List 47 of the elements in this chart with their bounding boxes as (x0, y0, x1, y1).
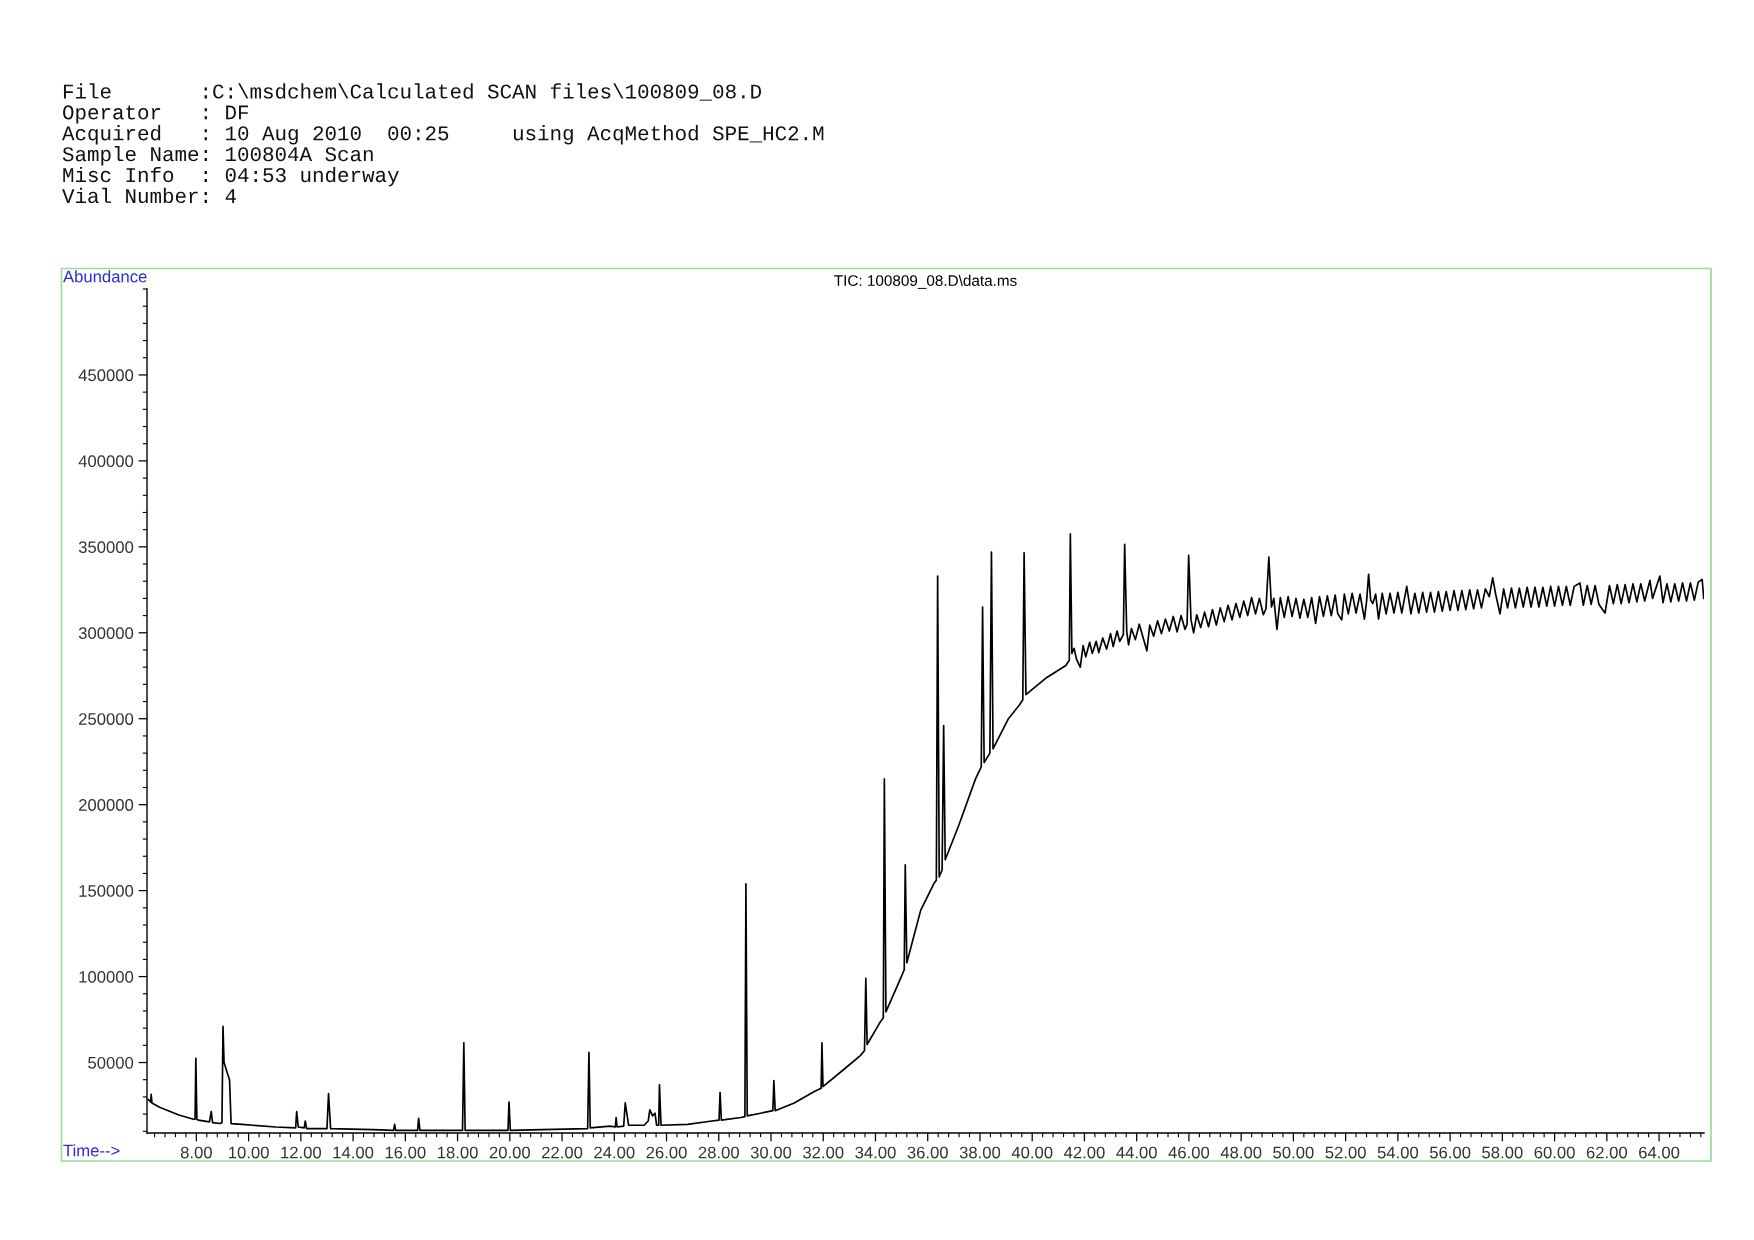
y-tick-label: 300000 (78, 627, 134, 639)
y-tick-label: 50000 (88, 1056, 134, 1069)
y-tick-label: 100000 (79, 970, 134, 983)
y-axis-title: Abundance (63, 270, 147, 283)
x-tick-label: 26.00 (646, 1146, 687, 1159)
y-tick-label: 450000 (78, 369, 134, 382)
x-tick-label: 34.00 (855, 1146, 896, 1159)
x-tick-label: 64.00 (1639, 1146, 1680, 1159)
y-tick-label: 400000 (78, 455, 134, 468)
x-tick-label: 8.00 (180, 1146, 212, 1159)
x-axis-title: Time--> (63, 1144, 120, 1157)
x-tick-label: 28.00 (698, 1146, 739, 1159)
x-tick-label: 30.00 (750, 1146, 792, 1159)
y-tick-label: 150000 (79, 885, 134, 897)
x-tick-label: 10.00 (229, 1146, 269, 1159)
y-tick-label: 250000 (79, 713, 134, 725)
x-tick-label: 62.00 (1586, 1146, 1628, 1159)
text: Acquired : 10 Aug 2010 00:25 using AcqMethod SPE_HC2.M (62, 125, 824, 145)
x-tick-label: 16.00 (385, 1146, 426, 1159)
text: Operator : DF (63, 105, 249, 124)
x-tick-label: 36.00 (907, 1146, 948, 1159)
text: Sample Name: 100804A Scan (62, 145, 373, 166)
x-tick-label: 54.00 (1377, 1146, 1419, 1159)
x-tick-label: 12.00 (281, 1146, 322, 1159)
x-tick-label: 46.00 (1168, 1146, 1210, 1159)
x-tick-label: 58.00 (1482, 1146, 1523, 1159)
x-tick-label: 32.00 (803, 1146, 844, 1159)
x-tick-label: 56.00 (1429, 1146, 1471, 1159)
x-tick-label: 48.00 (1220, 1146, 1262, 1159)
x-tick-label: 18.00 (437, 1146, 478, 1159)
x-tick-label: 60.00 (1534, 1146, 1575, 1159)
text: Misc Info : 04:53 underway (63, 166, 399, 187)
x-tick-label: 50.00 (1273, 1146, 1314, 1159)
y-tick-label: 200000 (79, 799, 134, 811)
x-tick-label: 42.00 (1063, 1146, 1105, 1159)
x-tick-label: 22.00 (542, 1146, 583, 1159)
text: File :C:\msdchem\Calculated SCAN files\100809_08.D (63, 83, 762, 101)
x-tick-label: 24.00 (594, 1146, 635, 1159)
text: Vial Number: 4 (62, 187, 236, 204)
x-tick-label: 44.00 (1116, 1146, 1157, 1159)
chart-title: TIC: 100809_08.D\data.ms (834, 274, 1017, 289)
x-tick-label: 14.00 (333, 1146, 374, 1159)
y-tick-label: 350000 (78, 541, 134, 554)
x-tick-label: 40.00 (1011, 1146, 1053, 1159)
x-tick-label: 38.00 (959, 1146, 1001, 1159)
x-tick-label: 52.00 (1325, 1146, 1366, 1159)
x-tick-label: 20.00 (489, 1146, 531, 1159)
